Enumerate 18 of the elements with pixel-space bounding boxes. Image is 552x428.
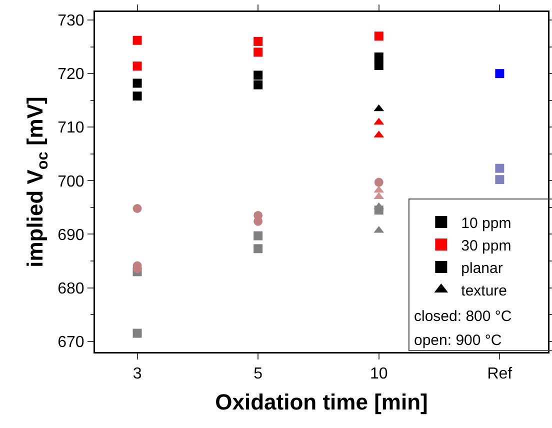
y-tick-label: 710 (58, 120, 84, 137)
x-tick-label: Ref (487, 366, 513, 383)
x-axis-title: Oxidation time [min] (215, 389, 428, 414)
y-tick-label: 700 (58, 173, 84, 190)
x-tick-label: 5 (254, 366, 263, 383)
annotation: open: 900 °C (414, 332, 502, 349)
y-tick-label: 730 (58, 12, 84, 30)
annotation: closed: 800 °C (414, 308, 512, 325)
y-tick-label: 690 (58, 226, 84, 244)
legend-label: 10 ppm (461, 214, 512, 232)
x-tick-label: 3 (132, 366, 142, 383)
legend-label: planar (461, 260, 503, 277)
legend-label: 30 ppm (461, 237, 512, 254)
x-tick-label: 10 (370, 366, 388, 383)
legend-label: texture (461, 282, 508, 300)
y-tick-label: 720 (58, 66, 84, 84)
y-tick-label: 670 (58, 334, 84, 351)
y-tick-label: 680 (58, 280, 84, 298)
